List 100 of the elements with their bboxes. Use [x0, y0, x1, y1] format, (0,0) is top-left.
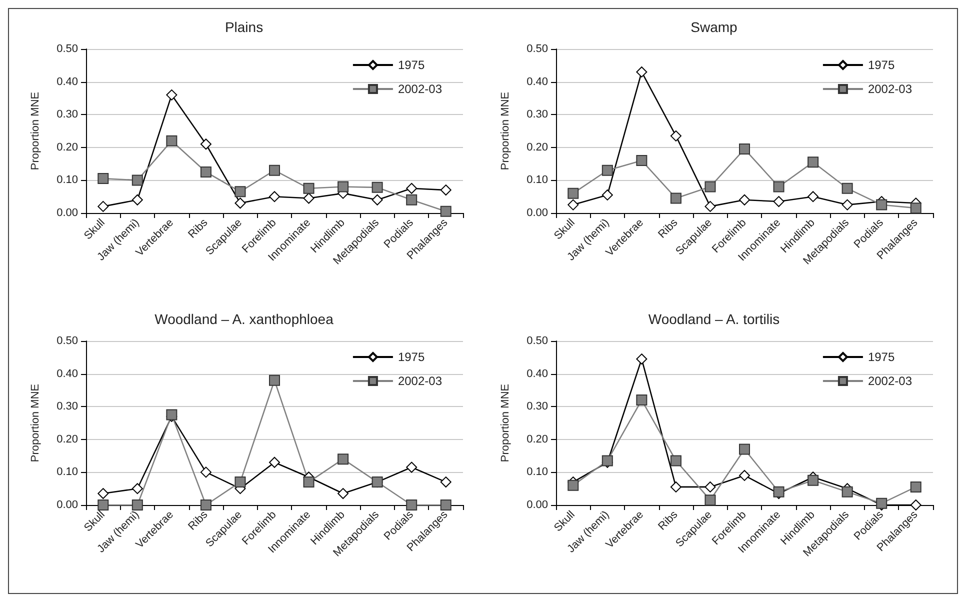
y-axis-title: Proportion MNE: [500, 384, 512, 462]
point: [842, 486, 853, 498]
point: [842, 182, 853, 194]
point: [704, 200, 716, 212]
point: [234, 476, 246, 488]
point: [739, 470, 750, 481]
point: [876, 199, 888, 210]
y-tick-label: 0.50: [56, 335, 78, 347]
y-axis-title: Proportion MNE: [30, 384, 42, 462]
point: [440, 206, 452, 217]
x-tick-label: Ribs: [656, 508, 681, 533]
legend-label: 2002-03: [398, 374, 442, 388]
point: [440, 500, 452, 510]
y-tick-label: 0.40: [56, 76, 78, 88]
y-tick-label: 0.40: [526, 368, 548, 380]
point: [132, 500, 143, 510]
point: [842, 199, 853, 210]
y-tick-label: 0.20: [56, 141, 78, 154]
point: [338, 454, 349, 465]
point: [372, 194, 383, 206]
point: [670, 481, 682, 492]
y-tick-label: 0.30: [56, 108, 78, 121]
legend-label: 2002-03: [398, 82, 442, 96]
point: [739, 194, 750, 206]
legend-label: 1975: [868, 58, 895, 72]
chart-title: Woodland – A. xanthophloea: [154, 311, 334, 327]
point: [739, 144, 750, 155]
point: [808, 156, 819, 168]
point: [234, 198, 246, 209]
point: [132, 483, 143, 494]
x-tick-label: Ribs: [656, 216, 681, 241]
point: [372, 182, 383, 193]
point: [200, 500, 212, 510]
point: [166, 135, 178, 146]
point: [166, 89, 178, 100]
legend-label: 1975: [398, 58, 425, 72]
legend-label: 1975: [398, 350, 425, 364]
legend-label: 2002-03: [868, 374, 912, 388]
point: [406, 182, 418, 194]
point: [406, 194, 418, 206]
y-tick-label: 0.50: [526, 43, 548, 55]
point: [440, 476, 452, 488]
y-tick-label: 0.30: [526, 400, 548, 413]
point: [440, 184, 452, 196]
y-tick-label: 0.10: [526, 174, 548, 186]
point: [670, 192, 682, 204]
y-tick-label: 0.30: [56, 400, 78, 413]
point: [568, 199, 579, 210]
point: [98, 500, 109, 510]
point: [636, 394, 648, 406]
point: [98, 173, 109, 184]
point: [406, 500, 418, 510]
point: [269, 191, 280, 202]
point: [704, 181, 716, 192]
y-tick-label: 0.00: [56, 499, 78, 511]
point: [670, 455, 682, 466]
point: [602, 189, 613, 200]
chart-title: Woodland – A. tortilis: [648, 311, 780, 327]
point: [98, 488, 109, 500]
point: [636, 155, 648, 166]
point: [200, 466, 212, 478]
x-tick-label: Ribs: [186, 216, 211, 241]
y-tick-label: 0.40: [526, 76, 548, 88]
y-tick-label: 0.00: [526, 499, 548, 511]
point: [303, 182, 314, 194]
point: [200, 166, 212, 178]
point: [338, 488, 349, 500]
point: [704, 494, 716, 506]
point: [406, 462, 418, 473]
point: [338, 181, 349, 192]
point: [568, 480, 579, 491]
y-tick-label: 0.30: [526, 108, 548, 121]
point: [636, 354, 648, 365]
point: [269, 456, 280, 468]
point: [303, 192, 314, 204]
y-axis-title: Proportion MNE: [30, 92, 42, 170]
point: [132, 194, 143, 206]
y-tick-label: 0.20: [526, 433, 548, 446]
y-tick-label: 0.10: [56, 174, 78, 186]
y-tick-label: 0.50: [56, 43, 78, 55]
point: [269, 374, 280, 386]
x-tick-label: Ribs: [186, 508, 211, 533]
point: [910, 202, 922, 214]
point: [910, 500, 922, 510]
y-tick-label: 0.10: [56, 466, 78, 478]
point: [269, 164, 280, 176]
chart-title: Swamp: [690, 19, 738, 35]
point: [773, 181, 784, 192]
point: [602, 164, 613, 176]
point: [670, 130, 682, 142]
point: [910, 481, 922, 492]
y-tick-label: 0.10: [526, 466, 548, 478]
point: [200, 138, 212, 150]
point: [303, 476, 314, 488]
point: [568, 188, 579, 199]
point: [704, 481, 716, 492]
point: [773, 196, 784, 208]
point: [808, 474, 819, 486]
point: [234, 186, 246, 198]
y-tick-label: 0.20: [526, 141, 548, 154]
